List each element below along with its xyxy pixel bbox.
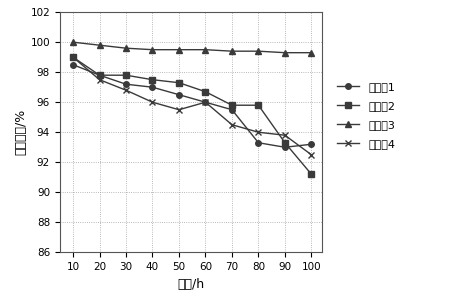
实施例1	[229, 108, 234, 112]
Line: 实施例3: 实施例3	[70, 40, 313, 55]
实施例3	[150, 48, 155, 51]
实施例3	[176, 48, 181, 51]
实施例3	[96, 43, 102, 47]
实施例2	[70, 55, 76, 59]
实施例3	[229, 49, 234, 53]
实施例2	[96, 73, 102, 77]
实施例4	[229, 123, 234, 126]
X-axis label: 时间/h: 时间/h	[177, 278, 204, 291]
Line: 实施例2: 实施例2	[70, 54, 313, 177]
实施例2	[229, 103, 234, 107]
实施例3	[202, 48, 208, 51]
实施例3	[70, 40, 76, 44]
实施例2	[150, 78, 155, 81]
Y-axis label: 抗细菌率/%: 抗细菌率/%	[15, 109, 28, 155]
实施例1	[202, 100, 208, 104]
实施例2	[202, 90, 208, 94]
实施例1	[308, 143, 313, 146]
实施例1	[123, 82, 129, 86]
实施例3	[123, 47, 129, 50]
实施例3	[281, 51, 287, 54]
Line: 实施例4: 实施例4	[70, 54, 313, 157]
实施例4	[176, 108, 181, 112]
实施例2	[176, 81, 181, 85]
实施例4	[96, 78, 102, 81]
实施例4	[202, 100, 208, 104]
实施例2	[123, 73, 129, 77]
实施例1	[255, 141, 261, 145]
实施例4	[123, 88, 129, 92]
实施例1	[70, 63, 76, 67]
实施例4	[255, 130, 261, 134]
实施例1	[150, 85, 155, 89]
实施例4	[281, 133, 287, 137]
实施例1	[96, 73, 102, 77]
实施例1	[176, 93, 181, 97]
实施例3	[308, 51, 313, 54]
实施例4	[308, 153, 313, 157]
实施例2	[308, 172, 313, 176]
实施例4	[70, 55, 76, 59]
实施例1	[281, 145, 287, 149]
实施例2	[281, 141, 287, 145]
实施例2	[255, 103, 261, 107]
实施例4	[150, 100, 155, 104]
Line: 实施例1: 实施例1	[70, 62, 313, 150]
Legend: 实施例1, 实施例2, 实施例3, 实施例4: 实施例1, 实施例2, 实施例3, 实施例4	[332, 78, 399, 153]
实施例3	[255, 49, 261, 53]
